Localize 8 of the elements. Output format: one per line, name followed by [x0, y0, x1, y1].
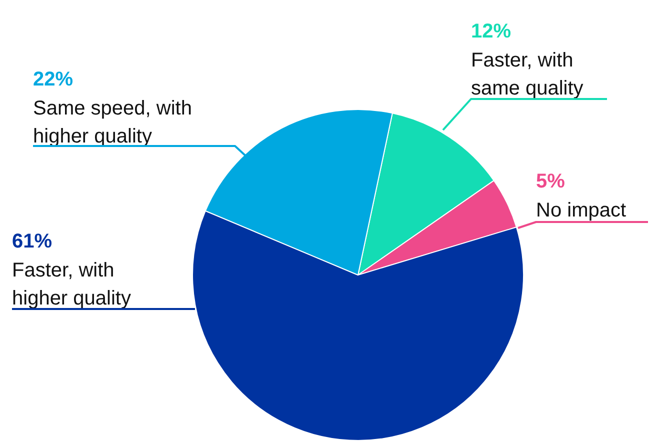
slice-label: Same speed, with higher quality: [33, 98, 192, 148]
slice-label: Faster, with higher quality: [12, 260, 131, 310]
slice-label: No impact: [536, 200, 626, 222]
data-label: 61%: [12, 230, 52, 253]
data-label: 12%: [471, 20, 512, 43]
slice-label: Faster, with same quality: [471, 50, 584, 100]
data-label: 5%: [536, 170, 566, 193]
data-label: 22%: [33, 68, 74, 91]
